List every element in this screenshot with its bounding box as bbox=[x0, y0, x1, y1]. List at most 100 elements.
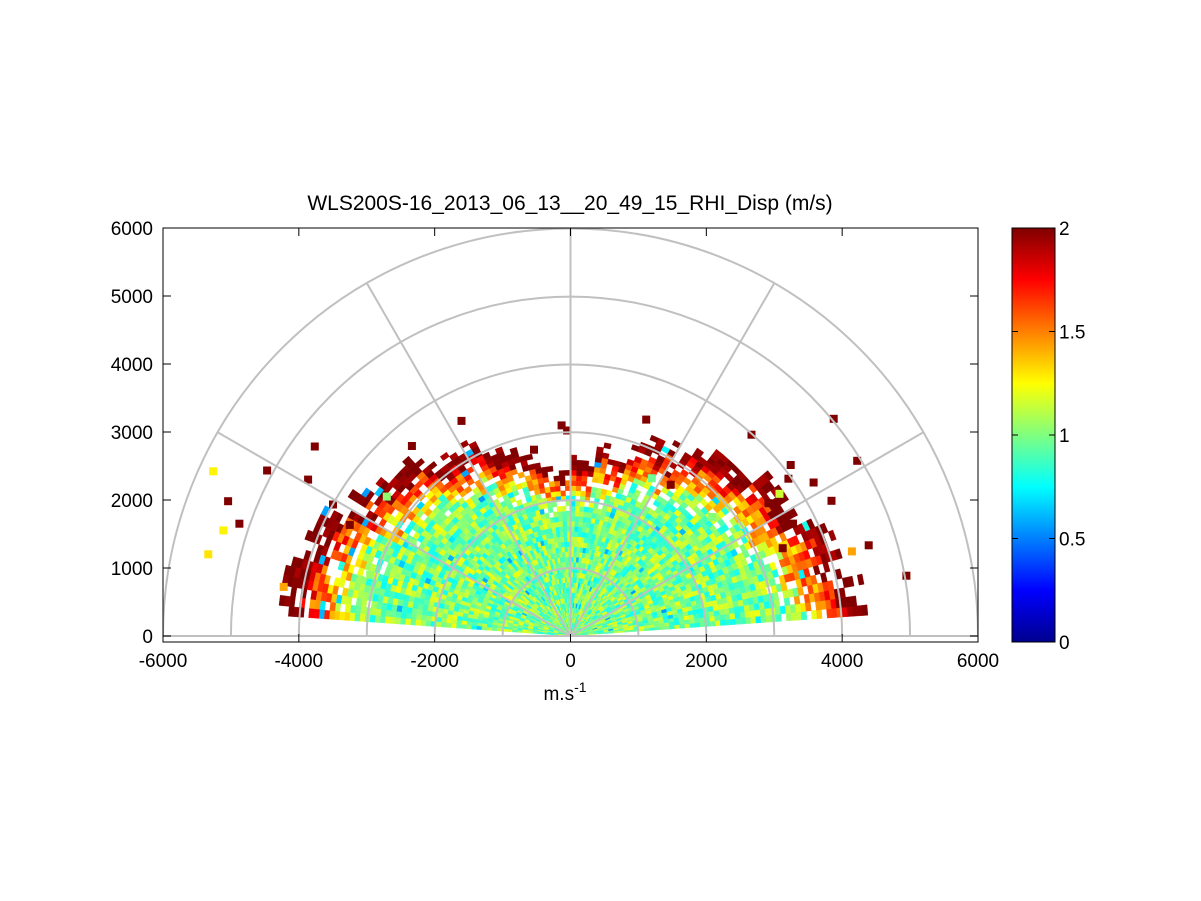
heatmap-outlier-cell bbox=[786, 461, 795, 469]
heatmap-cell bbox=[724, 613, 731, 620]
heatmap-cell bbox=[561, 510, 567, 517]
y-tick-label: 4000 bbox=[111, 355, 153, 376]
heatmap-outlier-cell bbox=[219, 526, 228, 535]
heatmap-cell bbox=[709, 620, 716, 627]
heatmap-cell bbox=[856, 573, 865, 586]
heatmap-cell bbox=[370, 600, 378, 609]
heatmap-cell bbox=[410, 618, 417, 626]
heatmap-cell bbox=[763, 470, 774, 481]
heatmap-cell bbox=[574, 510, 580, 517]
heatmap-outlier-cell bbox=[224, 497, 233, 506]
heatmap-cell bbox=[435, 621, 442, 628]
heatmap-cell bbox=[394, 617, 401, 625]
heatmap-cell bbox=[603, 442, 612, 450]
heatmap-cell bbox=[577, 526, 583, 533]
heatmap-cell bbox=[563, 536, 568, 543]
heatmap-cell bbox=[775, 613, 782, 622]
heatmap-outlier-cell bbox=[764, 499, 773, 508]
heatmap-cell bbox=[573, 541, 578, 548]
heatmap-cell bbox=[714, 614, 721, 622]
heatmap-outlier-cell bbox=[382, 492, 391, 501]
heatmap-cell bbox=[450, 623, 457, 629]
heatmap-outlier-cell bbox=[557, 421, 566, 430]
heatmap-cell bbox=[793, 595, 801, 605]
heatmap-cell bbox=[816, 609, 823, 620]
heatmap-cell bbox=[581, 470, 589, 477]
heatmap-cell bbox=[841, 606, 848, 618]
heatmap-cell bbox=[755, 615, 762, 624]
heatmap-cell bbox=[580, 531, 586, 538]
heatmap-cell bbox=[590, 486, 597, 494]
heatmap-cell bbox=[343, 612, 351, 621]
heatmap-cell bbox=[561, 515, 567, 522]
heatmap-outlier-cell bbox=[457, 416, 466, 425]
y-tick-label: 0 bbox=[142, 627, 153, 648]
heatmap-cell bbox=[575, 470, 583, 477]
heatmap-cell bbox=[496, 628, 503, 632]
x-tick-label: -4000 bbox=[275, 651, 324, 672]
x-axis-label: m.s-1 bbox=[543, 679, 586, 705]
heatmap-outlier-cell bbox=[864, 541, 873, 550]
heatmap-cell bbox=[278, 594, 286, 607]
heatmap-cell bbox=[573, 536, 578, 543]
colorbar-tick-label: 2 bbox=[1059, 219, 1070, 240]
heatmap-cell bbox=[451, 619, 458, 625]
heatmap-cell bbox=[806, 518, 816, 530]
heatmap-cell bbox=[573, 531, 579, 537]
heatmap-cell bbox=[740, 617, 747, 625]
heatmap-cell bbox=[420, 614, 427, 622]
heatmap-cell bbox=[344, 604, 352, 614]
colorbar-tick-label: 0 bbox=[1059, 633, 1070, 654]
heatmap-cell bbox=[856, 605, 864, 617]
heatmap-cell bbox=[308, 608, 315, 619]
heatmap-cell bbox=[572, 556, 577, 563]
heatmap-cell bbox=[804, 602, 812, 612]
heatmap-outlier-cell bbox=[809, 478, 818, 487]
heatmap-cell bbox=[724, 618, 731, 626]
y-tick-label: 6000 bbox=[111, 219, 153, 240]
colorbar-tick-label: 1 bbox=[1059, 426, 1070, 447]
heatmap-cell bbox=[440, 622, 447, 628]
heatmap-cell bbox=[572, 561, 576, 568]
heatmap-cell bbox=[739, 611, 746, 619]
heatmap-cell bbox=[395, 611, 402, 619]
heatmap-cell bbox=[846, 575, 855, 588]
y-tick-label: 2000 bbox=[111, 491, 153, 512]
x-tick-label: 6000 bbox=[957, 651, 999, 672]
heatmap-cells bbox=[204, 414, 911, 637]
heatmap-cell bbox=[719, 614, 726, 621]
heatmap-cell bbox=[562, 531, 568, 537]
heatmap-cell bbox=[460, 624, 467, 629]
heatmap-cell bbox=[573, 546, 577, 553]
heatmap-cell bbox=[573, 551, 577, 558]
y-tick-label: 5000 bbox=[111, 287, 153, 308]
heatmap-cell bbox=[584, 491, 591, 498]
heatmap-outlier-cell bbox=[345, 520, 354, 529]
heatmap-cell bbox=[405, 612, 412, 620]
heatmap-cell bbox=[583, 506, 589, 513]
heatmap-cell bbox=[385, 609, 392, 618]
heatmap-cell bbox=[550, 491, 557, 498]
heatmap-cell bbox=[769, 561, 777, 571]
heatmap-cell bbox=[553, 480, 561, 487]
heatmap-cell bbox=[560, 490, 566, 497]
heatmap-cell bbox=[785, 612, 792, 622]
heatmap-cell bbox=[556, 506, 563, 512]
heatmap-outlier-cell bbox=[775, 489, 784, 498]
heatmap-cell bbox=[379, 615, 386, 624]
heatmap-cell bbox=[729, 618, 737, 626]
heatmap-cell bbox=[719, 619, 726, 626]
heatmap-cell bbox=[309, 599, 316, 610]
heatmap-outlier-cell bbox=[204, 550, 213, 559]
heatmap-cell bbox=[759, 608, 766, 617]
heatmap-cell bbox=[582, 516, 588, 523]
heatmap-cell bbox=[587, 470, 594, 478]
heatmap-cell bbox=[554, 485, 561, 492]
heatmap-cell bbox=[374, 615, 381, 623]
heatmap-outlier-cell bbox=[263, 466, 272, 475]
heatmap-cell bbox=[425, 615, 432, 622]
heatmap-outlier-cell bbox=[366, 570, 375, 579]
heatmap-outlier-cell bbox=[235, 519, 244, 528]
heatmap-cell bbox=[426, 610, 433, 617]
heatmap-outlier-cell bbox=[827, 496, 836, 505]
